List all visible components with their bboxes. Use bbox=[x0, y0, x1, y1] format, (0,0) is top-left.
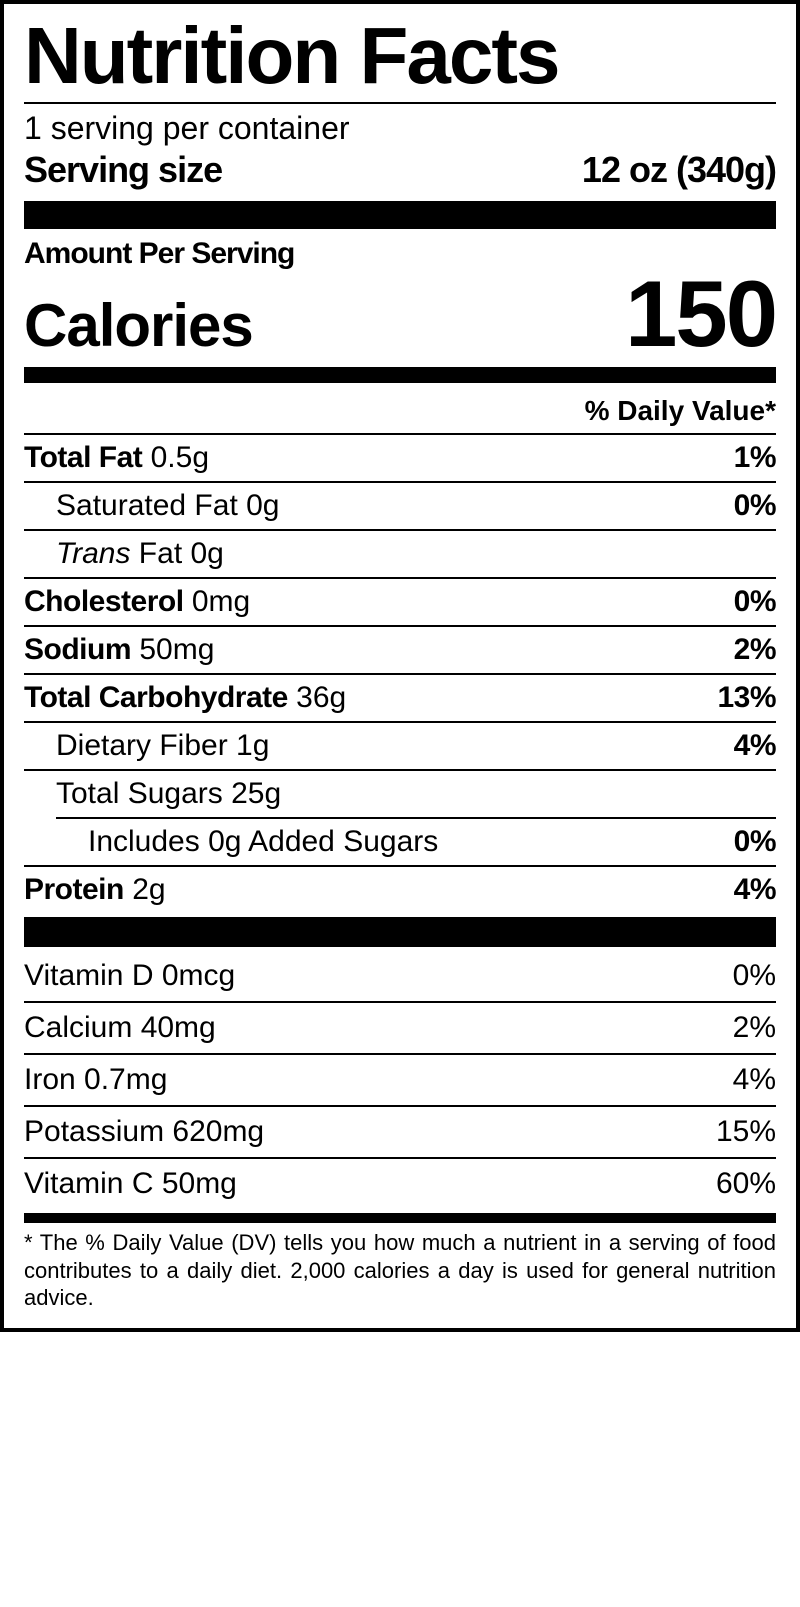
vitamin-row: Vitamin D 0mcg 0% bbox=[24, 951, 776, 1001]
vitamin-label: Iron 0.7mg bbox=[24, 1063, 167, 1097]
fiber-label: Dietary Fiber 1g bbox=[24, 729, 269, 763]
vitamin-label: Vitamin D 0mcg bbox=[24, 959, 235, 993]
cholesterol-label: Cholesterol bbox=[24, 585, 184, 618]
carb-amount: 36g bbox=[296, 681, 346, 714]
sodium-text: Sodium 50mg bbox=[24, 633, 214, 667]
thick-bar-2 bbox=[24, 917, 776, 947]
serving-size-row: Serving size 12 oz (340g) bbox=[24, 149, 776, 191]
cholesterol-dv: 0% bbox=[734, 585, 776, 619]
serving-size-value: 12 oz (340g) bbox=[582, 149, 776, 191]
cholesterol-row: Cholesterol 0mg 0% bbox=[24, 577, 776, 625]
carb-dv: 13% bbox=[717, 681, 776, 715]
nutrition-facts-label: Nutrition Facts 1 serving per container … bbox=[0, 0, 800, 1332]
carb-text: Total Carbohydrate 36g bbox=[24, 681, 346, 715]
sugars-row: Total Sugars 25g bbox=[24, 769, 776, 817]
dv-header: % Daily Value* bbox=[24, 389, 776, 433]
total-fat-label: Total Fat bbox=[24, 441, 142, 474]
vitamin-dv: 0% bbox=[733, 959, 776, 993]
sodium-dv: 2% bbox=[734, 633, 776, 667]
trans-italic: Trans bbox=[56, 537, 130, 570]
calories-value: 150 bbox=[625, 267, 776, 361]
calories-label: Calories bbox=[24, 291, 253, 360]
protein-row: Protein 2g 4% bbox=[24, 865, 776, 913]
sodium-row: Sodium 50mg 2% bbox=[24, 625, 776, 673]
cholesterol-amount: 0mg bbox=[192, 585, 250, 618]
calories-row: Calories 150 bbox=[24, 267, 776, 361]
serving-size-label: Serving size bbox=[24, 149, 222, 191]
servings-per-container: 1 serving per container bbox=[24, 110, 776, 147]
vitamin-dv: 15% bbox=[716, 1115, 776, 1149]
medium-bar bbox=[24, 367, 776, 383]
vitamin-label: Calcium 40mg bbox=[24, 1011, 216, 1045]
sodium-amount: 50mg bbox=[139, 633, 214, 666]
protein-dv: 4% bbox=[734, 873, 776, 907]
total-fat-amount: 0.5g bbox=[151, 441, 209, 474]
protein-label: Protein bbox=[24, 873, 124, 906]
thick-bar bbox=[24, 201, 776, 229]
rule bbox=[24, 102, 776, 104]
vitamin-dv: 4% bbox=[733, 1063, 776, 1097]
sat-fat-dv: 0% bbox=[734, 489, 776, 523]
vitamin-row: Calcium 40mg 2% bbox=[24, 1001, 776, 1053]
total-fat-text: Total Fat 0.5g bbox=[24, 441, 209, 475]
sat-fat-row: Saturated Fat 0g 0% bbox=[24, 481, 776, 529]
added-sugars-row: Includes 0g Added Sugars 0% bbox=[56, 817, 776, 865]
vitamin-row: Potassium 620mg 15% bbox=[24, 1105, 776, 1157]
trans-fat-row: Trans Fat 0g bbox=[24, 529, 776, 577]
vitamin-dv: 2% bbox=[733, 1011, 776, 1045]
total-fat-row: Total Fat 0.5g 1% bbox=[24, 433, 776, 481]
small-bar bbox=[24, 1213, 776, 1223]
fiber-dv: 4% bbox=[734, 729, 776, 763]
vitamin-row: Vitamin C 50mg 60% bbox=[24, 1157, 776, 1209]
title: Nutrition Facts bbox=[24, 16, 776, 96]
sodium-label: Sodium bbox=[24, 633, 131, 666]
total-fat-dv: 1% bbox=[734, 441, 776, 475]
protein-text: Protein 2g bbox=[24, 873, 166, 907]
sugars-label: Total Sugars 25g bbox=[24, 777, 281, 811]
vitamin-label: Potassium 620mg bbox=[24, 1115, 264, 1149]
protein-amount: 2g bbox=[132, 873, 165, 906]
carb-row: Total Carbohydrate 36g 13% bbox=[24, 673, 776, 721]
trans-fat-label: Trans Fat 0g bbox=[24, 537, 224, 571]
sat-fat-label: Saturated Fat 0g bbox=[24, 489, 279, 523]
vitamin-row: Iron 0.7mg 4% bbox=[24, 1053, 776, 1105]
vitamin-label: Vitamin C 50mg bbox=[24, 1167, 237, 1201]
added-sugars-label: Includes 0g Added Sugars bbox=[56, 825, 438, 859]
trans-rest: Fat 0g bbox=[130, 537, 223, 570]
added-sugars-dv: 0% bbox=[734, 825, 776, 859]
footnote: * The % Daily Value (DV) tells you how m… bbox=[24, 1229, 776, 1312]
carb-label: Total Carbohydrate bbox=[24, 681, 288, 714]
fiber-row: Dietary Fiber 1g 4% bbox=[24, 721, 776, 769]
cholesterol-text: Cholesterol 0mg bbox=[24, 585, 250, 619]
vitamin-dv: 60% bbox=[716, 1167, 776, 1201]
